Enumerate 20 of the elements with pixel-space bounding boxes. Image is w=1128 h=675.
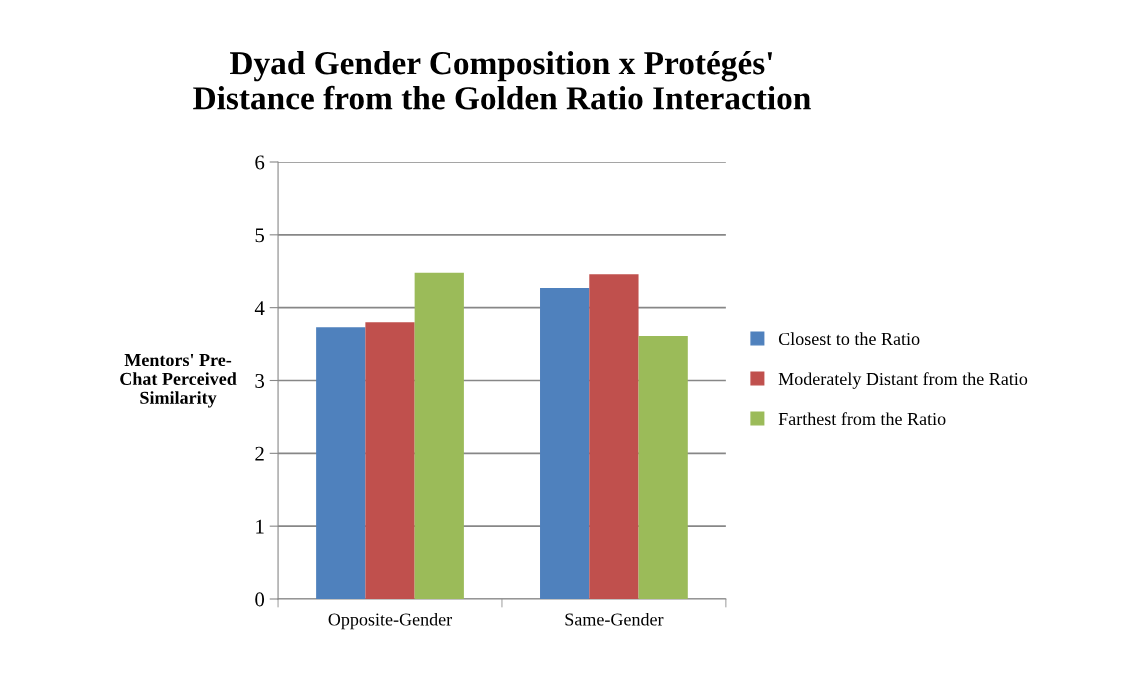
bar xyxy=(589,274,639,599)
bar xyxy=(540,288,590,599)
bar xyxy=(316,327,366,599)
legend-label: Closest to the Ratio xyxy=(778,332,920,346)
y-tick-label: 5 xyxy=(255,228,265,243)
legend-label: Farthest from the Ratio xyxy=(778,412,946,426)
y-tick-label: 2 xyxy=(255,446,264,461)
y-tick-label: 0 xyxy=(255,592,265,607)
y-axis-title: Mentors' Pre- Chat Perceived Similarity xyxy=(120,354,237,408)
bar xyxy=(365,322,415,599)
x-tick-label: Opposite-Gender xyxy=(328,612,453,630)
x-tick-label: Same-Gender xyxy=(565,612,664,626)
bar xyxy=(414,272,464,599)
y-tick-label: 6 xyxy=(255,155,265,170)
y-tick-label: 1 xyxy=(256,519,264,534)
bar xyxy=(638,336,688,599)
y-tick-label: 3 xyxy=(255,373,265,388)
chart-title: Dyad Gender Composition x Protégés' Distance from the Golden Ratio Interaction xyxy=(193,50,811,110)
legend-label: Moderately Distant from the Ratio xyxy=(778,372,1028,389)
y-tick-label: 4 xyxy=(254,301,265,315)
